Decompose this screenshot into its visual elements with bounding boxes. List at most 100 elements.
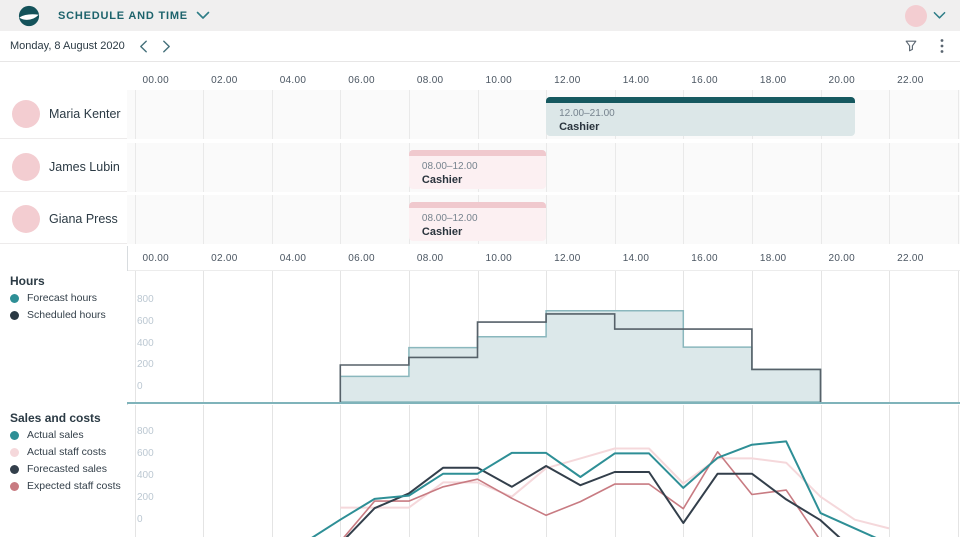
employee-name: Maria Kenter bbox=[49, 107, 121, 121]
shift-role: Cashier bbox=[421, 173, 463, 186]
timeline-label: 14.00 bbox=[622, 75, 650, 86]
shift-time: 08.00–12.00 bbox=[421, 213, 478, 224]
sales-section-title: Sales and costs bbox=[10, 411, 101, 425]
grid-line bbox=[683, 405, 685, 537]
shift-time: 08.00–12.00 bbox=[421, 160, 478, 172]
grid-line bbox=[477, 405, 479, 537]
timeline-label: 18.00 bbox=[759, 75, 787, 86]
grid-line bbox=[546, 142, 548, 192]
timeline-label: 04.00 bbox=[279, 253, 307, 264]
y-axis-tick: 0 bbox=[137, 381, 143, 392]
grid-line bbox=[820, 195, 822, 244]
brand-logo-icon[interactable] bbox=[18, 5, 40, 27]
y-axis-tick: 400 bbox=[137, 337, 154, 349]
legend-label: Actual staff costs bbox=[27, 446, 107, 458]
employee-name: James Lubin bbox=[49, 159, 120, 174]
employee-avatar bbox=[12, 205, 40, 233]
grid-line bbox=[203, 405, 205, 537]
grid-line bbox=[889, 271, 891, 404]
grid-line bbox=[957, 271, 959, 404]
employee-row: 08.00–12.00 Cashier James Lubin bbox=[0, 142, 960, 192]
employee-cell[interactable]: Maria Kenter bbox=[0, 90, 127, 139]
shift-color-strip bbox=[546, 97, 855, 103]
y-axis-tick: 800 bbox=[137, 426, 154, 438]
grid-line bbox=[820, 142, 822, 192]
y-axis-tick: 800 bbox=[137, 294, 154, 305]
legend-item: Scheduled hours bbox=[10, 309, 106, 321]
shift-color-strip bbox=[408, 149, 547, 156]
employee-cell[interactable]: Giana Press bbox=[0, 195, 127, 244]
timeline-label: 04.00 bbox=[279, 75, 307, 86]
more-options-kebab-icon[interactable] bbox=[940, 38, 944, 54]
prev-day-button[interactable] bbox=[139, 40, 148, 53]
employee-row: 12.00–21.00 Cashier Maria Kenter bbox=[0, 90, 960, 139]
legend-item: Forecast hours bbox=[10, 292, 97, 304]
legend-item: Forecasted sales bbox=[10, 463, 107, 475]
shift-block[interactable]: 08.00–12.00 Cashier bbox=[408, 149, 547, 189]
current-date: Monday, 8 August 2020 bbox=[10, 40, 125, 52]
timeline-label: 08.00 bbox=[416, 75, 444, 86]
grid-line bbox=[408, 405, 410, 537]
scheduled-hours-line bbox=[339, 313, 822, 402]
grid-line bbox=[889, 195, 891, 244]
y-axis-tick: 600 bbox=[137, 315, 154, 327]
series-line bbox=[345, 465, 841, 537]
grid-line bbox=[134, 405, 136, 537]
timeline-label: 08.00 bbox=[416, 253, 444, 264]
app-title[interactable]: SCHEDULE AND TIME bbox=[58, 9, 188, 22]
series-line bbox=[343, 450, 820, 537]
grid-line bbox=[408, 271, 410, 404]
timeline-label: 12.00 bbox=[554, 75, 581, 86]
legend-color-dot bbox=[10, 293, 19, 303]
timeline-label: 10.00 bbox=[485, 253, 513, 264]
grid-line bbox=[408, 90, 410, 139]
grid-line bbox=[957, 90, 959, 139]
employee-cell[interactable]: James Lubin bbox=[0, 142, 127, 192]
employee-avatar bbox=[12, 152, 40, 181]
timeline-label: 16.00 bbox=[691, 253, 718, 264]
shift-time: 12.00–21.00 bbox=[559, 108, 615, 119]
forecast-hours-area bbox=[339, 309, 822, 403]
chevron-down-icon[interactable] bbox=[196, 11, 210, 20]
y-axis-tick: 600 bbox=[137, 448, 154, 460]
date-bar: Monday, 8 August 2020 bbox=[0, 31, 960, 62]
y-axis-tick: 200 bbox=[137, 359, 154, 371]
top-bar: SCHEDULE AND TIME bbox=[0, 0, 960, 31]
schedule-grid-cells[interactable]: 08.00–12.00 Cashier bbox=[127, 195, 960, 244]
schedule-grid-cells[interactable]: 12.00–21.00 Cashier bbox=[127, 90, 960, 139]
grid-line bbox=[271, 271, 273, 404]
timeline-label: 06.00 bbox=[348, 75, 375, 86]
grid-line bbox=[957, 195, 959, 244]
sales-and-costs-chart: 800 600 400 200 0 bbox=[127, 405, 960, 537]
legend-color-dot bbox=[10, 310, 19, 320]
timeline-label: 02.00 bbox=[211, 75, 238, 86]
employee-name: Giana Press bbox=[49, 212, 118, 226]
grid-line bbox=[340, 405, 342, 537]
grid-line bbox=[271, 405, 273, 537]
legend-color-dot bbox=[10, 447, 19, 457]
shift-block[interactable]: 08.00–12.00 Cashier bbox=[408, 202, 547, 241]
grid-line bbox=[271, 90, 273, 139]
grid-line bbox=[820, 405, 822, 537]
user-avatar[interactable] bbox=[905, 4, 927, 27]
timeline-label: 20.00 bbox=[828, 75, 856, 86]
filter-funnel-icon[interactable] bbox=[904, 39, 918, 53]
grid-line bbox=[340, 195, 342, 244]
shift-block[interactable]: 12.00–21.00 Cashier bbox=[546, 97, 855, 136]
grid-line bbox=[751, 405, 753, 537]
schedule-grid-cells[interactable]: 08.00–12.00 Cashier bbox=[127, 142, 960, 192]
y-axis-tick: 200 bbox=[137, 492, 154, 504]
legend-color-dot bbox=[10, 481, 19, 491]
next-day-button[interactable] bbox=[162, 40, 171, 53]
grid-line bbox=[546, 405, 548, 537]
grid-line bbox=[477, 90, 479, 139]
shift-role: Cashier bbox=[421, 226, 463, 238]
user-chevron-down-icon[interactable] bbox=[933, 11, 946, 20]
grid-line bbox=[134, 142, 136, 192]
shift-role: Cashier bbox=[559, 121, 600, 133]
timeline-label: 18.00 bbox=[759, 253, 787, 264]
timeline-label: 06.00 bbox=[348, 253, 375, 264]
timeline-label: 00.00 bbox=[142, 253, 170, 264]
grid-line bbox=[957, 405, 959, 537]
